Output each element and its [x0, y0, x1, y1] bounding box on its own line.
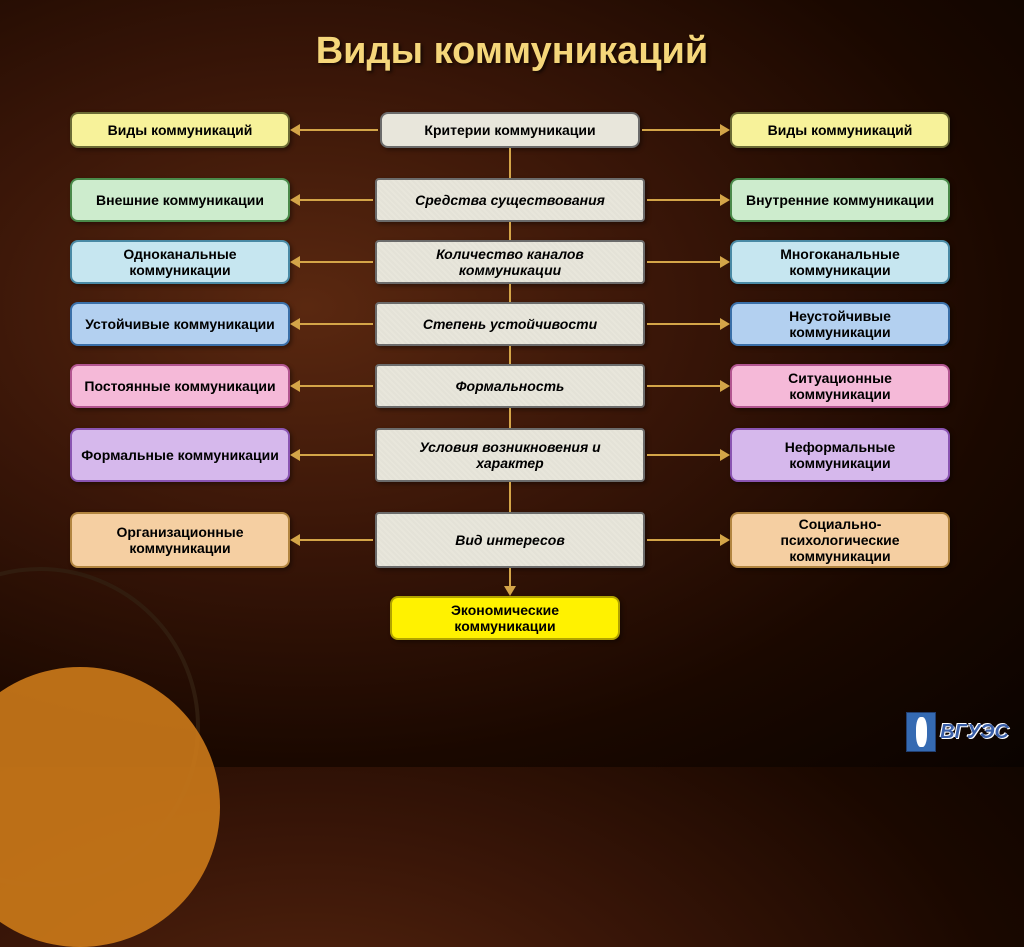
left-box-1: Внешние коммуникации [70, 178, 290, 222]
right-box-2: Многоканальные коммуникации [730, 240, 950, 284]
right-box-4: Ситуационные коммуникации [730, 364, 950, 408]
right-box-0: Виды коммуникаций [730, 112, 950, 148]
right-box-5: Неформальные коммуникации [730, 428, 950, 482]
right-box-6: Социально-психологические коммуникации [730, 512, 950, 568]
left-box-0: Виды коммуникаций [70, 112, 290, 148]
bottom-box: Экономические коммуникации [390, 596, 620, 640]
center-box-1: Средства существования [375, 178, 645, 222]
left-box-6: Организационные коммуникации [70, 512, 290, 568]
center-box-0: Критерии коммуникации [380, 112, 640, 148]
logo: ВГУЭС [906, 712, 1009, 752]
left-box-4: Постоянные коммуникации [70, 364, 290, 408]
center-box-5: Условия возникновения и характер [375, 428, 645, 482]
right-box-1: Внутренние коммуникации [730, 178, 950, 222]
logo-icon [906, 712, 936, 752]
left-box-2: Одноканальные коммуникации [70, 240, 290, 284]
left-box-5: Формальные коммуникации [70, 428, 290, 482]
right-box-3: Неустойчивые коммуникации [730, 302, 950, 346]
logo-text: ВГУЭС [940, 721, 1009, 744]
page-title: Виды коммуникаций [0, 30, 1024, 73]
center-box-6: Вид интересов [375, 512, 645, 568]
center-box-3: Степень устойчивости [375, 302, 645, 346]
left-box-3: Устойчивые коммуникации [70, 302, 290, 346]
center-box-4: Формальность [375, 364, 645, 408]
center-box-2: Количество каналов коммуникации [375, 240, 645, 284]
